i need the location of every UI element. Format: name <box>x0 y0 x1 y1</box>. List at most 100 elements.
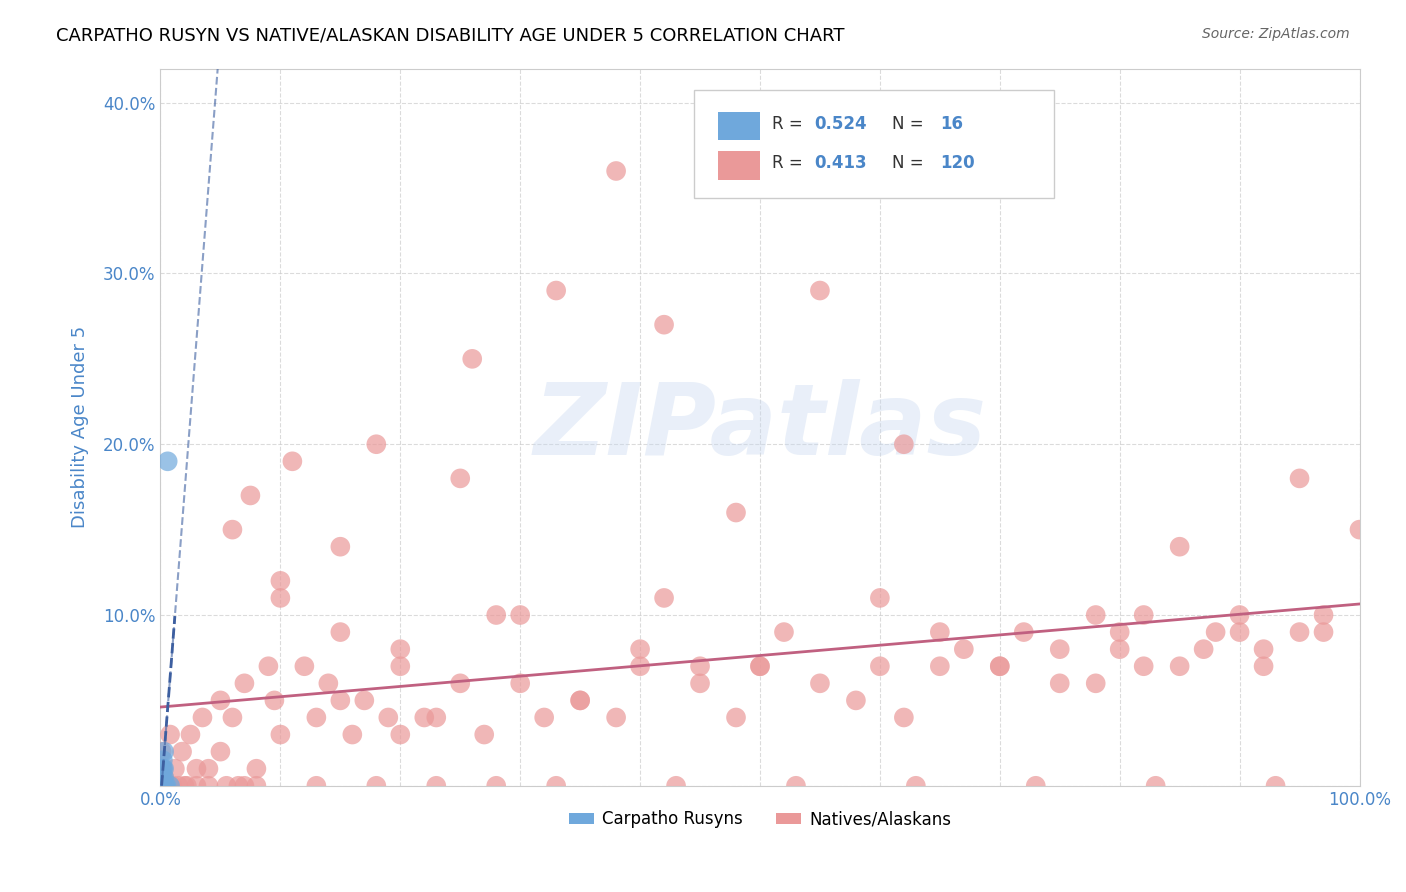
Point <box>449 676 471 690</box>
Point <box>186 762 208 776</box>
Y-axis label: Disability Age Under 5: Disability Age Under 5 <box>72 326 89 528</box>
Point <box>366 437 388 451</box>
Point <box>215 779 238 793</box>
Point <box>150 770 173 784</box>
Point <box>269 727 291 741</box>
Point <box>191 710 214 724</box>
Point <box>1108 642 1130 657</box>
Point <box>988 659 1011 673</box>
Point <box>1084 607 1107 622</box>
Point <box>1288 625 1310 640</box>
Point <box>485 779 508 793</box>
Point <box>153 770 176 784</box>
Point <box>152 762 174 776</box>
Point <box>749 659 772 673</box>
Point <box>1132 607 1154 622</box>
Point <box>1253 659 1275 673</box>
Point <box>869 591 891 605</box>
Point <box>366 779 388 793</box>
Point <box>150 762 173 776</box>
Point <box>449 471 471 485</box>
Point <box>546 779 568 793</box>
Point <box>1205 625 1227 640</box>
Point <box>179 727 201 741</box>
Point <box>904 779 927 793</box>
Point <box>1084 676 1107 690</box>
Point <box>472 727 495 741</box>
Point <box>156 779 179 793</box>
Point <box>197 779 219 793</box>
Point <box>257 659 280 673</box>
Point <box>342 727 364 741</box>
Point <box>628 642 651 657</box>
Point <box>167 779 190 793</box>
Point <box>221 710 243 724</box>
Point <box>162 779 184 793</box>
Point <box>461 351 484 366</box>
Point <box>652 591 675 605</box>
Point <box>305 710 328 724</box>
Point <box>152 770 174 784</box>
Point <box>353 693 375 707</box>
Point <box>724 506 747 520</box>
Point <box>228 779 250 793</box>
Point <box>150 779 173 793</box>
Text: Source: ZipAtlas.com: Source: ZipAtlas.com <box>1202 27 1350 41</box>
Text: N =: N = <box>891 154 929 172</box>
Point <box>209 693 232 707</box>
Point <box>1144 779 1167 793</box>
Point <box>150 779 173 793</box>
Point <box>209 745 232 759</box>
Text: ZIPatlas: ZIPatlas <box>533 378 987 475</box>
Point <box>1229 607 1251 622</box>
Point <box>159 727 181 741</box>
Text: N =: N = <box>891 115 929 133</box>
Point <box>176 779 198 793</box>
Point <box>533 710 555 724</box>
Point <box>329 625 352 640</box>
Point <box>389 642 412 657</box>
Point <box>1132 659 1154 673</box>
Text: 16: 16 <box>939 115 963 133</box>
Point <box>1168 659 1191 673</box>
Point <box>652 318 675 332</box>
Point <box>1168 540 1191 554</box>
Point <box>1108 625 1130 640</box>
Point <box>869 659 891 673</box>
Point <box>153 770 176 784</box>
Text: 0.413: 0.413 <box>814 154 866 172</box>
Point <box>1288 471 1310 485</box>
Point <box>263 693 285 707</box>
Point <box>425 710 447 724</box>
FancyBboxPatch shape <box>718 151 761 179</box>
Point <box>988 659 1011 673</box>
Point <box>170 745 193 759</box>
Text: R =: R = <box>772 115 808 133</box>
Point <box>569 693 592 707</box>
Point <box>221 523 243 537</box>
Point <box>785 779 807 793</box>
Point <box>197 762 219 776</box>
Point <box>1264 779 1286 793</box>
Point <box>269 591 291 605</box>
Point <box>329 540 352 554</box>
Point <box>156 454 179 468</box>
Point <box>1312 625 1334 640</box>
Point <box>153 762 176 776</box>
Point <box>509 607 531 622</box>
Point <box>153 745 176 759</box>
Point <box>1025 779 1047 793</box>
Point <box>155 779 177 793</box>
Point <box>150 745 173 759</box>
Point <box>163 762 186 776</box>
Point <box>281 454 304 468</box>
Point <box>413 710 436 724</box>
Point <box>329 693 352 707</box>
Point <box>425 779 447 793</box>
Point <box>152 753 174 767</box>
Point <box>628 659 651 673</box>
Text: R =: R = <box>772 154 808 172</box>
Point <box>152 762 174 776</box>
Point <box>1049 676 1071 690</box>
Point <box>928 659 950 673</box>
